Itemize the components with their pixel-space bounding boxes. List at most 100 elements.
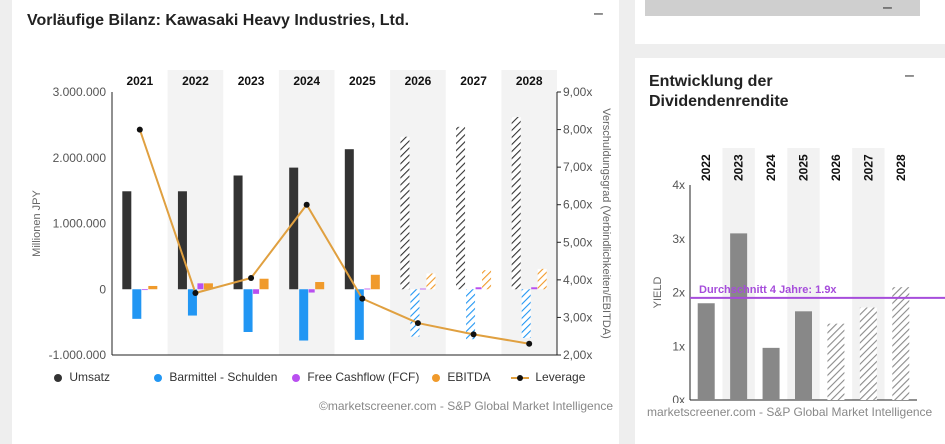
collapse-button[interactable]: – <box>883 0 892 16</box>
bar-free-cashflow-fcf- <box>253 289 260 294</box>
bar-barmittel-schulden <box>521 289 531 338</box>
bar-barmittel-schulden <box>299 289 309 341</box>
x-category-label: 2028 <box>894 154 908 181</box>
bar-yield <box>697 303 715 400</box>
bar-free-cashflow-fcf- <box>475 287 482 290</box>
bar-ebitda <box>482 270 492 290</box>
legend-label: Leverage <box>535 370 586 384</box>
y2-tick-label: 3,00x <box>563 310 592 324</box>
x-category-label: 2025 <box>349 74 376 88</box>
y-tick-label: 4x <box>672 178 685 192</box>
bar-ebitda <box>203 283 213 290</box>
source-credit: ©marketscreener.com - S&P Global Market … <box>319 399 614 413</box>
bar-ebitda <box>370 274 380 290</box>
bar-barmittel-schulden <box>354 289 364 340</box>
legend-item-ebitda[interactable]: EBITDA <box>430 370 491 385</box>
y-axis-label: YIELD <box>652 277 664 309</box>
dividend-chart: 0x 1x 2x 3x 4x YIELD 2022 2023 2024 2025 2026 2027 2… <box>652 148 945 403</box>
average-label: Durchschnitt 4 Jahre: 1.9x <box>699 284 837 296</box>
legend-item-leverage[interactable]: Leverage <box>510 370 585 385</box>
bar-free-cashflow-fcf- <box>308 289 315 293</box>
y2-tick-label: 4,00x <box>563 273 592 287</box>
bar-umsatz <box>233 175 243 290</box>
bar-umsatz <box>511 116 521 290</box>
legend-item-umsatz[interactable]: Umsatz <box>52 370 110 385</box>
x-category-label: 2024 <box>764 154 778 181</box>
legend-line-icon <box>511 374 529 381</box>
bar-umsatz <box>344 149 354 290</box>
y2-tick-label: 7,00x <box>563 160 592 174</box>
x-category-label: 2024 <box>293 74 320 88</box>
x-category-label: 2021 <box>126 74 153 88</box>
x-category-label: 2026 <box>405 74 432 88</box>
bar-yield <box>892 287 910 400</box>
bar-free-cashflow-fcf- <box>419 288 426 290</box>
bar-umsatz <box>400 136 410 290</box>
x-category-label: 2027 <box>861 154 875 181</box>
leverage-point <box>248 274 255 281</box>
bar-free-cashflow-fcf- <box>364 288 371 290</box>
bar-barmittel-schulden <box>187 289 197 316</box>
leverage-point <box>192 290 199 297</box>
leverage-point <box>359 295 366 302</box>
legend-label: Free Cashflow (FCF) <box>307 370 420 384</box>
legend-label: Umsatz <box>69 370 111 384</box>
bar-free-cashflow-fcf- <box>197 283 204 290</box>
y-tick-label: 0 <box>99 282 106 296</box>
dividend-card: Entwicklung der Dividendenrendite – 0x 1x… <box>635 58 945 444</box>
balance-card: Vorläufige Bilanz: Kawasaki Heavy Indust… <box>12 0 619 444</box>
source-credit: marketscreener.com - S&P Global Market I… <box>647 405 933 419</box>
y2-tick-label: 5,00x <box>563 235 592 249</box>
y2-tick-label: 2,00x <box>563 348 592 362</box>
y-tick-label: 3x <box>672 232 685 246</box>
chart-title: Vorläufige Bilanz: Kawasaki Heavy Indust… <box>27 12 410 29</box>
bar-yield <box>827 323 845 400</box>
legend-label: EBITDA <box>447 370 491 384</box>
y2-tick-label: 9,00x <box>563 85 592 99</box>
leverage-line <box>138 129 530 345</box>
legend-dot-icon <box>292 373 300 382</box>
y2-axis-label: Verschuldungsgrad (Verbindlichkeiten/EBI… <box>600 108 612 339</box>
bar-yield <box>730 233 748 400</box>
y-tick-label: 2.000.000 <box>53 151 107 165</box>
x-category-label: 2026 <box>829 154 843 181</box>
x-category-label: 2028 <box>516 74 543 88</box>
bar-umsatz <box>122 191 132 290</box>
y-tick-label: 1x <box>672 339 685 353</box>
y2-tick-label: 6,00x <box>563 198 592 212</box>
balance-chart: -1.000.000 0 1.000.000 2.000.000 3.000.000 2,… <box>31 70 612 362</box>
leverage-point <box>414 320 421 327</box>
legend-item-barmittel[interactable]: Barmittel - Schulden <box>152 370 277 385</box>
x-category-label: 2025 <box>797 154 811 181</box>
legend-label: Barmittel - Schulden <box>169 370 278 384</box>
leverage-point <box>470 331 477 338</box>
bar-barmittel-schulden <box>466 289 476 340</box>
collapse-button[interactable]: – <box>905 67 914 84</box>
x-category-label: 2027 <box>460 74 487 88</box>
leverage-point <box>136 126 143 133</box>
bar-ebitda <box>315 282 325 290</box>
bar-yield <box>762 347 780 400</box>
x-category-label: 2022 <box>699 154 713 181</box>
y2-tick-label: 8,00x <box>563 123 592 137</box>
legend-dot-icon <box>54 373 62 382</box>
bar-umsatz <box>289 167 299 290</box>
placeholder-bar <box>645 0 920 16</box>
bar-ebitda <box>148 285 158 290</box>
collapse-button[interactable]: – <box>594 5 603 22</box>
y-tick-label: 2x <box>672 286 685 300</box>
bar-barmittel-schulden <box>410 289 420 337</box>
bar-yield <box>859 307 877 400</box>
y-tick-label: 1.000.000 <box>53 217 107 231</box>
y-tick-label: 0x <box>672 393 685 403</box>
top-right-card: – <box>635 0 945 44</box>
y-tick-label: -1.000.000 <box>49 348 107 362</box>
bar-umsatz <box>177 191 187 290</box>
x-category-label: 2023 <box>238 74 265 88</box>
legend-dot-icon <box>154 373 162 382</box>
y-axis-label: Millionen JPY <box>31 190 43 257</box>
bar-ebitda <box>426 273 436 290</box>
chart-title: Entwicklung der Dividendenrendite <box>649 73 789 110</box>
bar-free-cashflow-fcf- <box>531 287 538 290</box>
legend-item-fcf[interactable]: Free Cashflow (FCF) <box>290 370 419 385</box>
